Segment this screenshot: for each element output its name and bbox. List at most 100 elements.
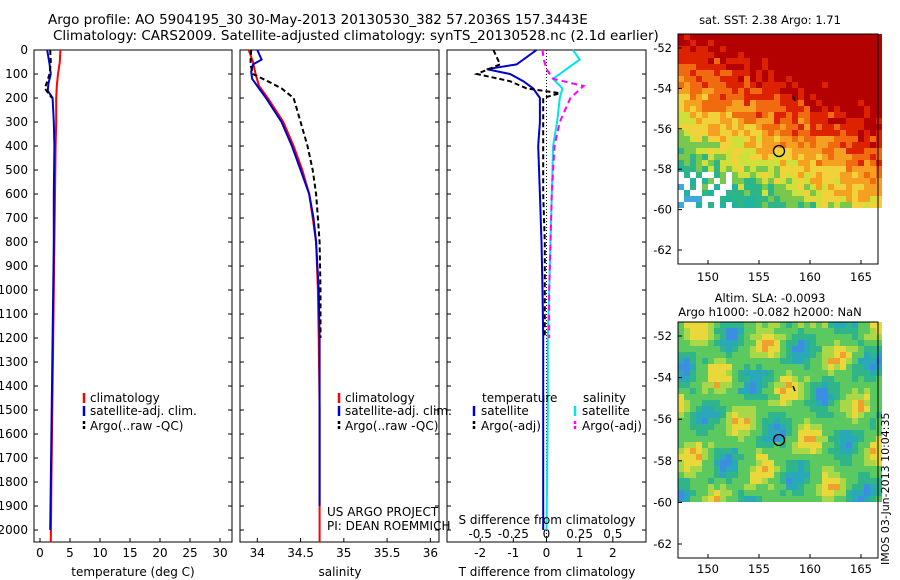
sla-cell xyxy=(720,478,726,484)
argo-position-marker xyxy=(772,433,786,447)
sst-cell xyxy=(696,124,702,130)
sst-cell xyxy=(744,46,750,52)
sla-cell xyxy=(834,436,840,442)
sla-cell xyxy=(870,322,876,328)
sst-cell xyxy=(678,196,684,202)
sla-cell xyxy=(852,412,858,418)
sla-cell xyxy=(744,328,750,334)
sla-cell xyxy=(768,340,774,346)
sst-cell xyxy=(720,118,726,124)
sst-cell xyxy=(858,124,864,130)
sst-cell xyxy=(840,142,846,148)
sla-cell xyxy=(828,418,834,424)
sla-cell xyxy=(750,376,756,382)
sla-cell xyxy=(840,490,846,496)
sla-cell xyxy=(858,496,864,502)
sst-cell xyxy=(756,148,762,154)
sla-cell xyxy=(876,370,882,376)
sst-cell xyxy=(702,148,708,154)
sst-cell xyxy=(678,70,684,76)
sst-cell xyxy=(870,94,876,100)
sst-cell xyxy=(822,196,828,202)
sst-cell xyxy=(720,160,726,166)
sst-cell xyxy=(834,112,840,118)
sla-cell xyxy=(756,448,762,454)
sst-cell xyxy=(804,184,810,190)
sla-cell xyxy=(858,448,864,454)
lon-tick-label: 165 xyxy=(850,562,872,576)
sla-cell xyxy=(816,424,822,430)
sst-cell xyxy=(774,100,780,106)
sst-cell xyxy=(876,70,882,76)
sla-cell xyxy=(876,412,882,418)
sst-cell xyxy=(702,178,708,184)
sst-cell xyxy=(804,106,810,112)
sst-cell xyxy=(876,52,882,58)
depth-tick-label: 100 xyxy=(5,67,28,81)
sst-cell xyxy=(864,106,870,112)
sla-cell xyxy=(774,418,780,424)
project-name: US ARGO PROJECT xyxy=(327,505,439,519)
sst-cell xyxy=(744,154,750,160)
sla-cell xyxy=(750,406,756,412)
sst-cell xyxy=(696,88,702,94)
sst-cell xyxy=(840,124,846,130)
sst-cell xyxy=(876,160,882,166)
sst-cell xyxy=(774,190,780,196)
sla-cell xyxy=(870,412,876,418)
sla-cell xyxy=(870,436,876,442)
sst-cell xyxy=(684,76,690,82)
sst-cell xyxy=(798,196,804,202)
sst-cell xyxy=(798,154,804,160)
sla-cell xyxy=(696,328,702,334)
sla-cell xyxy=(852,472,858,478)
sla-cell xyxy=(696,406,702,412)
sst-cell xyxy=(720,202,726,208)
sla-cell xyxy=(804,454,810,460)
sla-cell xyxy=(834,442,840,448)
sst-cell xyxy=(852,52,858,58)
sst-cell xyxy=(708,64,714,70)
sst-cell xyxy=(696,94,702,100)
sst-cell xyxy=(828,46,834,52)
sst-cell xyxy=(678,46,684,52)
sla-cell xyxy=(750,340,756,346)
sla-cell xyxy=(702,484,708,490)
sst-cell xyxy=(876,184,882,190)
sst-cell xyxy=(786,124,792,130)
sst-cell xyxy=(870,190,876,196)
sla-cell xyxy=(828,400,834,406)
sla-cell xyxy=(714,442,720,448)
sla-cell xyxy=(870,424,876,430)
legend-t-satellite: satellite xyxy=(481,404,529,418)
sla-cell xyxy=(726,370,732,376)
sla-cell xyxy=(864,448,870,454)
sla-cell xyxy=(828,382,834,388)
sst-cell xyxy=(678,136,684,142)
sla-cell xyxy=(756,340,762,346)
sla-cell xyxy=(708,352,714,358)
sla-cell xyxy=(678,466,684,472)
sla-cell xyxy=(852,442,858,448)
sst-cell xyxy=(690,166,696,172)
sla-cell xyxy=(786,454,792,460)
x-tick-label: 1 xyxy=(576,546,584,560)
salinity-xlabel: salinity xyxy=(318,565,361,579)
depth-tick-label: 1900 xyxy=(0,499,28,513)
sla-cell xyxy=(876,406,882,412)
sla-cell xyxy=(702,472,708,478)
sst-cell xyxy=(840,106,846,112)
sst-cell xyxy=(840,172,846,178)
sst-cell xyxy=(852,40,858,46)
sla-cell xyxy=(708,370,714,376)
sst-cell xyxy=(810,58,816,64)
sla-cell xyxy=(774,340,780,346)
sla-cell xyxy=(840,478,846,484)
sla-cell xyxy=(720,460,726,466)
sst-cell xyxy=(834,136,840,142)
sla-cell xyxy=(684,340,690,346)
sla-cell xyxy=(756,394,762,400)
sla-cell xyxy=(720,328,726,334)
sla-cell xyxy=(852,478,858,484)
sst-cell xyxy=(852,166,858,172)
